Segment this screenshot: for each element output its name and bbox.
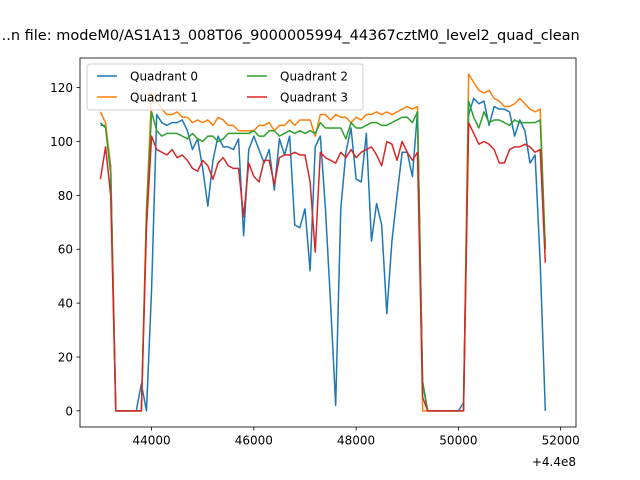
x-tick-label: 44000 bbox=[132, 434, 170, 448]
chart-title: ...n file: modeM0/AS1A13_008T06_90000059… bbox=[0, 28, 580, 44]
plot-area bbox=[99, 73, 547, 412]
x-offset-label: +4.4e8 bbox=[532, 455, 576, 469]
series-line-0 bbox=[100, 97, 547, 412]
axes-frame bbox=[79, 57, 577, 428]
y-tick-label: 40 bbox=[58, 297, 73, 311]
y-tick-label: 80 bbox=[58, 189, 73, 203]
series-line-1 bbox=[99, 73, 547, 412]
y-tick-label: 0 bbox=[65, 404, 73, 418]
x-tick-label: 50000 bbox=[439, 434, 477, 448]
series-line-2 bbox=[99, 100, 547, 412]
y-tick-label: 100 bbox=[50, 135, 73, 149]
y-tick-label: 60 bbox=[58, 243, 73, 257]
y-tick-label: 120 bbox=[50, 81, 73, 95]
series-line-3 bbox=[99, 121, 547, 412]
legend: Quadrant 0 Quadrant 1 Quadrant 2 Quadrant 3 bbox=[86, 63, 364, 111]
legend-label: Quadrant 3 bbox=[280, 91, 348, 105]
y-tick-label: 20 bbox=[58, 350, 73, 364]
legend-box bbox=[86, 63, 364, 111]
legend-label: Quadrant 2 bbox=[280, 70, 348, 84]
x-tick-label: 46000 bbox=[235, 434, 273, 448]
legend-label: Quadrant 1 bbox=[130, 91, 198, 105]
axes: 44000 46000 48000 50000 52000 0 20 40 60 80 100 120 bbox=[50, 57, 580, 448]
x-tick-label: 52000 bbox=[542, 434, 580, 448]
x-tick-label: 48000 bbox=[337, 434, 375, 448]
legend-label: Quadrant 0 bbox=[130, 70, 198, 84]
